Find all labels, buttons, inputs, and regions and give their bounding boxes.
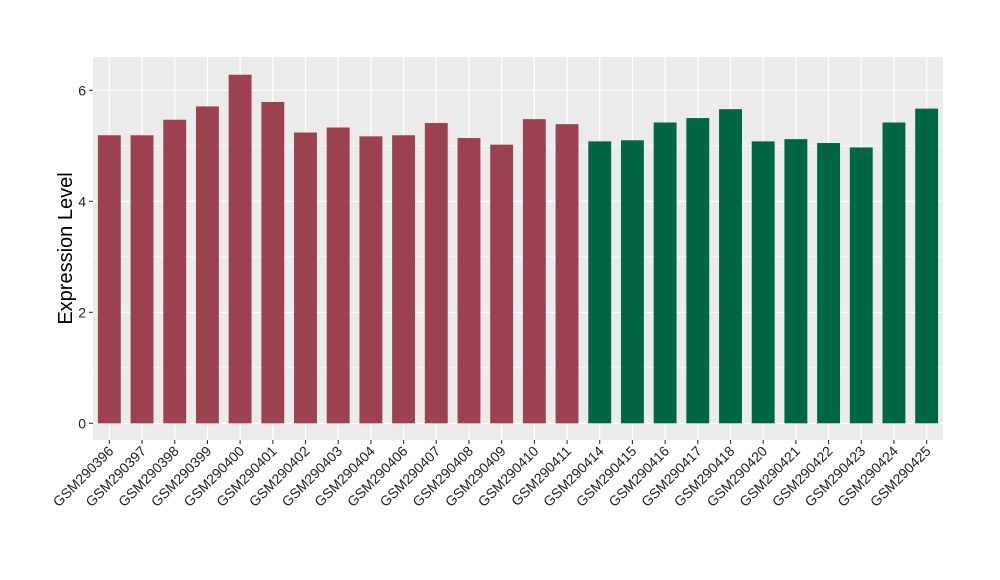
bar: [719, 109, 742, 424]
x-axis: GSM290396GSM290397GSM290398GSM290399GSM2…: [50, 440, 934, 510]
y-axis-title: Expression Level: [55, 172, 77, 324]
bar: [163, 119, 187, 424]
bar: [195, 106, 219, 424]
bars-group: [97, 74, 939, 424]
bar: [686, 118, 710, 424]
bar: [424, 123, 448, 424]
bar: [751, 141, 775, 424]
bar: [653, 122, 677, 424]
bar: [261, 101, 285, 424]
bar: [294, 132, 317, 424]
bar: [522, 119, 546, 424]
bar: [359, 136, 383, 424]
bar: [97, 135, 121, 424]
bar: [849, 147, 873, 424]
bar: [817, 143, 841, 424]
bar: [882, 122, 906, 424]
bar: [588, 141, 612, 424]
y-tick-label: 2: [78, 304, 86, 320]
y-tick-label: 6: [78, 82, 86, 98]
bar: [620, 140, 644, 424]
bar: [228, 74, 252, 424]
bar: [130, 135, 154, 424]
bar: [457, 138, 481, 424]
bar: [392, 135, 416, 424]
bar: [555, 124, 579, 424]
y-axis: 0 2 4 6: [78, 82, 93, 431]
bar: [915, 108, 939, 424]
bar: [326, 127, 350, 424]
y-tick-label: 0: [78, 415, 86, 431]
y-tick-label: 4: [78, 193, 86, 209]
bar: [784, 139, 808, 424]
bar: [490, 144, 514, 424]
plot-panel: [93, 57, 943, 440]
